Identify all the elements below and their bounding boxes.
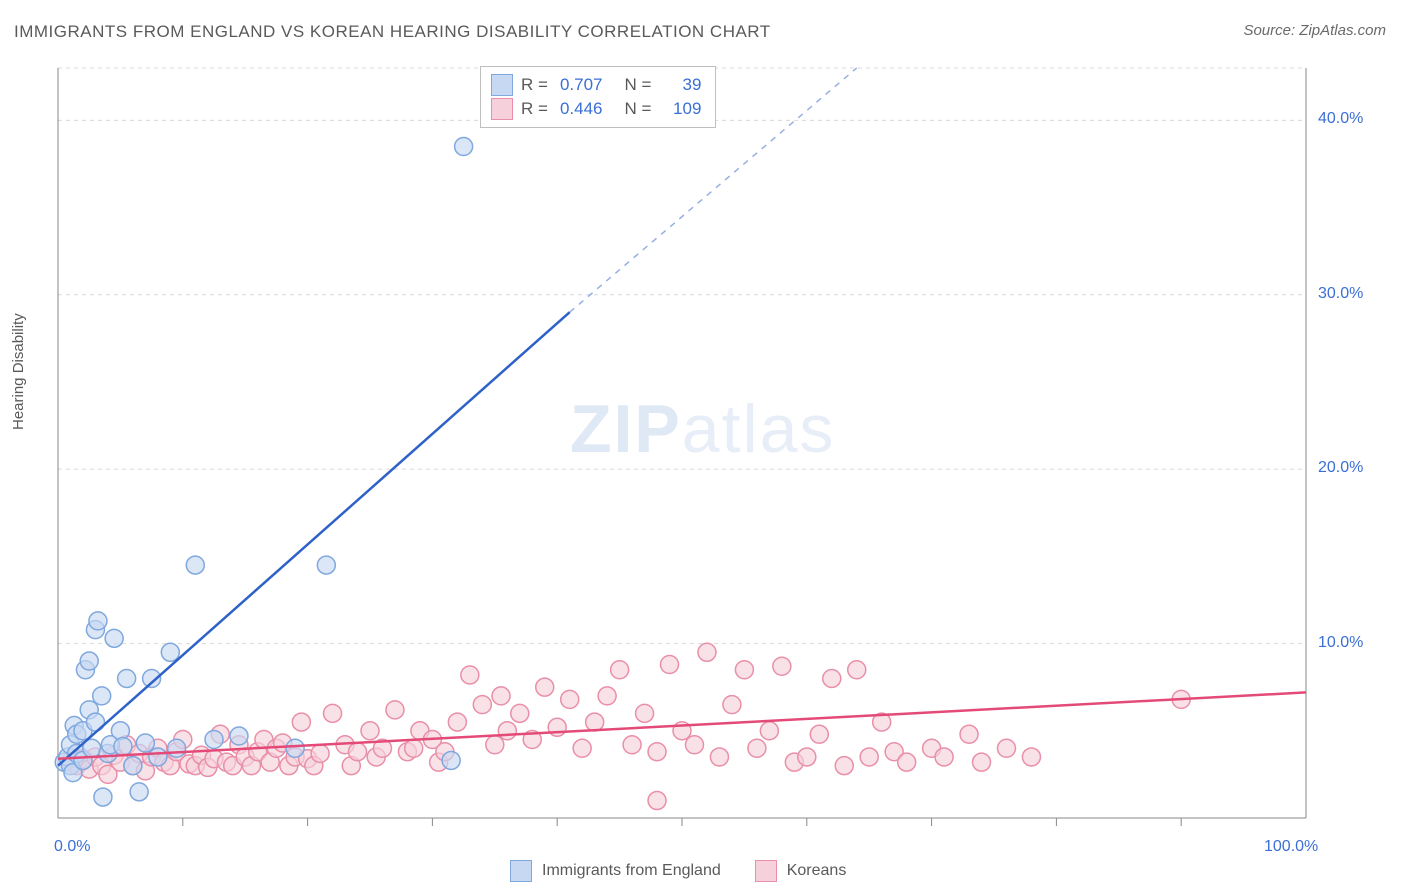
series-label: Immigrants from England xyxy=(542,862,721,880)
y-tick-label: 40.0% xyxy=(1318,110,1363,128)
series-legend: Immigrants from England Koreans xyxy=(510,860,846,882)
watermark-zip: ZIP xyxy=(570,391,682,467)
chart-title: IMMIGRANTS FROM ENGLAND VS KOREAN HEARIN… xyxy=(14,22,771,42)
legend-n-value: 39 xyxy=(663,75,701,95)
watermark-atlas: atlas xyxy=(682,391,836,467)
legend-row-koreans: R = 0.446 N = 109 xyxy=(491,97,701,121)
series-swatch-icon xyxy=(755,860,777,882)
series-swatch-icon xyxy=(510,860,532,882)
legend-r-value: 0.446 xyxy=(560,99,603,119)
x-tick-label: 100.0% xyxy=(1264,838,1318,856)
legend-r-label: R = xyxy=(521,75,548,95)
series-label: Koreans xyxy=(787,862,847,880)
legend-n-value: 109 xyxy=(663,99,701,119)
legend-swatch-icon xyxy=(491,98,513,120)
y-tick-label: 10.0% xyxy=(1318,634,1363,652)
legend-r-label: R = xyxy=(521,99,548,119)
watermark: ZIPatlas xyxy=(570,390,835,468)
legend-row-england: R = 0.707 N = 39 xyxy=(491,73,701,97)
correlation-legend: R = 0.707 N = 39 R = 0.446 N = 109 xyxy=(480,66,716,128)
x-tick-label: 0.0% xyxy=(54,838,90,856)
legend-n-label: N = xyxy=(624,75,651,95)
y-tick-label: 20.0% xyxy=(1318,459,1363,477)
source-attribution: Source: ZipAtlas.com xyxy=(1243,22,1386,39)
legend-swatch-icon xyxy=(491,74,513,96)
legend-r-value: 0.707 xyxy=(560,75,603,95)
legend-n-label: N = xyxy=(624,99,651,119)
y-axis-label: Hearing Disability xyxy=(10,313,27,430)
y-tick-label: 30.0% xyxy=(1318,285,1363,303)
